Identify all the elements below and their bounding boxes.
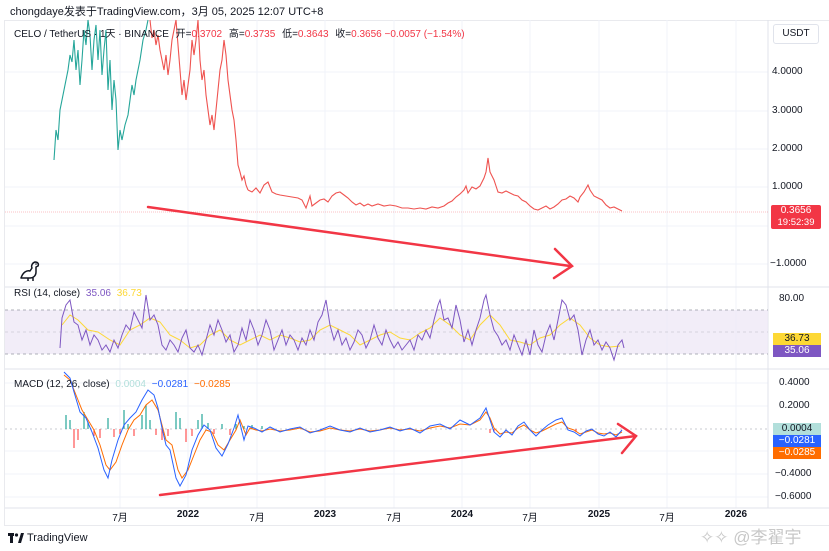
macd-signal-value: −0.0285 <box>193 379 231 390</box>
macd-hist-badge: 0.0004 <box>773 423 821 435</box>
rsi-title[interactable]: RSI (14, close) <box>14 288 81 299</box>
time-tick: 7月 <box>659 513 675 524</box>
macd-signal-badge: −0.0285 <box>773 447 821 459</box>
low-value: 0.3643 <box>297 29 329 40</box>
rsi-badge: 35.06 <box>773 345 821 357</box>
watermark-text: @李翟宇 <box>733 528 802 547</box>
price-tick-1: 1.0000 <box>772 181 803 192</box>
macd-divergence-arrow <box>158 422 638 497</box>
grid-lines <box>5 20 768 508</box>
macd-legend[interactable]: MACD (12, 26, close) 0.0004 −0.0281 −0.0… <box>14 379 230 390</box>
rsi-legend[interactable]: RSI (14, close) 35.06 36.73 <box>14 288 142 299</box>
high-label: 高= <box>228 29 245 40</box>
price-tick-4: 4.0000 <box>772 66 803 77</box>
author-watermark: ✧✧ @李翟宇 <box>700 523 802 548</box>
publish-info: chongdaye发表于TradingView.com，3月 05, 2025 … <box>10 6 324 18</box>
macd-badge: −0.0281 <box>773 435 821 447</box>
rsi-ma-badge: 36.73 <box>773 333 821 345</box>
symbol-legend[interactable]: CELO / TetherUS · 1天 · BINANCE 开=0.3702 … <box>14 25 465 40</box>
rsi-tick-80: 80.00 <box>779 293 805 304</box>
dinosaur-icon <box>20 261 40 281</box>
watermark-logo-icon: ✧✧ <box>700 528 729 547</box>
price-tick-3: 3.0000 <box>772 105 803 116</box>
symbol-title[interactable]: CELO / TetherUS · 1天 · BINANCE <box>14 29 169 40</box>
high-value: 0.3735 <box>244 29 276 40</box>
rsi-line <box>59 293 625 362</box>
downtrend-arrow <box>146 205 574 280</box>
macd-tick-neg0.4: −0.4000 <box>775 468 812 479</box>
price-candles <box>53 19 623 212</box>
price-tick-neg1: −1.0000 <box>770 258 807 269</box>
macd-histogram <box>65 405 577 448</box>
macd-tick-0.4: 0.4000 <box>779 377 810 388</box>
time-tick: 2026 <box>724 509 748 520</box>
chart-frame <box>4 20 829 526</box>
time-tick: 2022 <box>176 509 200 520</box>
macd-value: −0.0281 <box>151 379 189 390</box>
price-tick-2: 2.0000 <box>772 143 803 154</box>
low-label: 低= <box>282 29 298 40</box>
currency-unit-button[interactable]: USDT <box>773 24 819 44</box>
macd-tick-neg0.6: −0.6000 <box>775 491 812 502</box>
macd-tick-0.2: 0.2000 <box>779 400 810 411</box>
macd-line <box>63 371 623 488</box>
time-tick: 2025 <box>587 509 611 520</box>
bar-countdown: 19:52:39 <box>777 217 815 228</box>
time-tick: 7月 <box>112 513 128 524</box>
close-value: 0.3656 <box>351 29 382 40</box>
open-label: 开= <box>175 29 192 40</box>
rsi-value: 35.06 <box>85 288 111 299</box>
tradingview-logo-icon <box>8 533 24 543</box>
last-price-tag: 0.3656 19:52:39 <box>771 205 821 229</box>
open-value: 0.3702 <box>191 29 223 40</box>
change-value: −0.0057 (−1.54%) <box>384 29 465 40</box>
time-tick: 7月 <box>249 513 265 524</box>
tradingview-brand: TradingView <box>8 532 88 544</box>
brand-name: TradingView <box>27 532 88 544</box>
time-tick: 2024 <box>450 509 474 520</box>
macd-title[interactable]: MACD (12, 26, close) <box>14 379 110 390</box>
rsi-ma-value: 36.73 <box>116 288 142 299</box>
close-label: 收= <box>335 29 352 40</box>
macd-hist-value: 0.0004 <box>115 379 146 390</box>
time-tick: 2023 <box>313 509 337 520</box>
time-tick: 7月 <box>522 513 538 524</box>
last-price-value: 0.3656 <box>780 205 812 216</box>
time-tick: 7月 <box>386 513 402 524</box>
